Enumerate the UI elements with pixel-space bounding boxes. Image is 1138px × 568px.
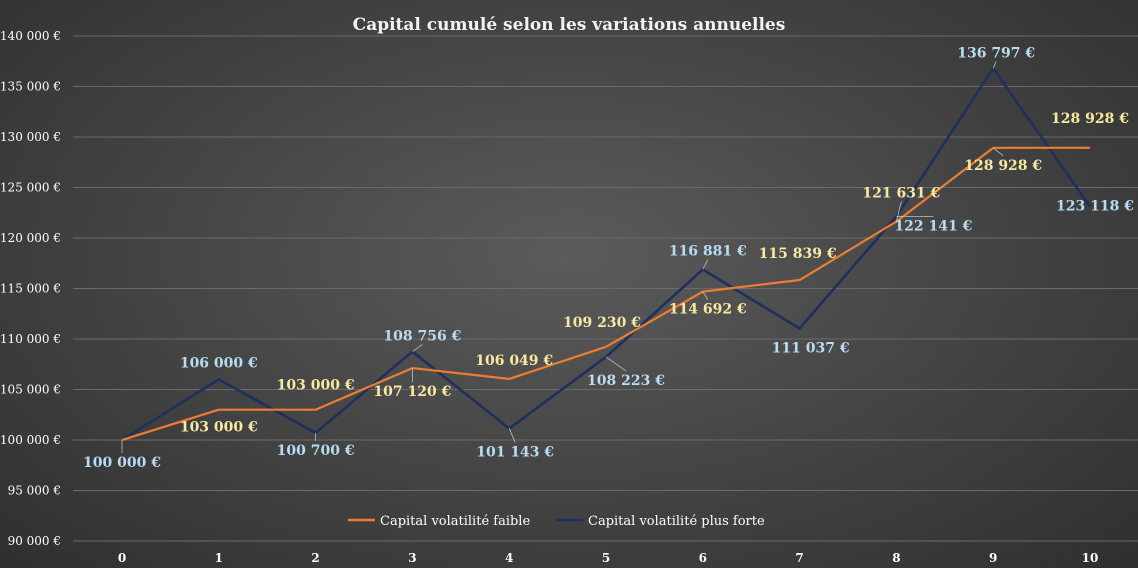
data-label-low-volatility: 128 928 € [1051,111,1129,127]
label-leader-line [992,147,1004,157]
data-label-high-volatility: 101 143 € [476,444,554,460]
legend-label-high: Capital volatilité plus forte [588,514,765,529]
y-tick-label: 115 000 € [0,282,61,296]
data-label-high-volatility: 136 797 € [957,45,1035,61]
data-label-low-volatility: 128 928 € [964,158,1042,174]
data-label-low-volatility: 109 230 € [563,315,641,331]
gridlines [73,35,1138,542]
data-label-high-volatility: 122 141 € [894,218,972,234]
x-tick-label: 6 [699,551,707,565]
data-label-high-volatility: 123 118 € [1056,199,1134,215]
x-tick-label: 3 [408,551,416,565]
y-tick-label: 130 000 € [0,130,61,144]
y-tick-label: 95 000 € [8,484,61,498]
data-label-high-volatility: 106 000 € [180,355,258,371]
label-leader-line [508,428,516,443]
y-tick-label: 110 000 € [0,332,61,346]
x-tick-label: 1 [215,551,223,565]
data-label-low-volatility: 107 120 € [373,384,451,400]
data-label-high-volatility: 100 700 € [277,443,355,459]
x-tick-label: 2 [311,551,319,565]
label-leader-line [605,356,627,372]
x-tick-label: 0 [118,551,126,565]
legend: Capital volatilité faible Capital volati… [348,514,765,529]
data-label-high-volatility: 100 000 € [83,455,161,471]
x-tick-label: 8 [892,551,900,565]
data-label-low-volatility: 115 839 € [759,246,837,262]
data-label-low-volatility: 121 631 € [862,186,940,202]
y-tick-label: 135 000 € [0,80,61,94]
y-tick-label: 90 000 € [8,534,61,548]
y-tick-label: 125 000 € [0,181,61,195]
x-tick-label: 7 [795,551,803,565]
data-label-high-volatility: 116 881 € [669,244,747,260]
legend-label-low: Capital volatilité faible [380,514,530,529]
y-tick-label: 140 000 € [0,29,61,43]
data-labels: 100 000 € 106 000 € 100 700 € 108 756 € 101 … [83,45,1134,471]
data-label-high-volatility: 108 223 € [587,373,665,389]
x-tick-label: 10 [1082,551,1099,565]
x-tick-label: 9 [989,551,997,565]
label-leader-line [992,61,997,69]
x-tick-label: 4 [505,551,513,565]
y-tick-label: 120 000 € [0,231,61,245]
y-axis-ticks: 90 000 € 95 000 € 100 000 € 105 000 € 110 00… [0,29,61,548]
data-label-low-volatility: 106 049 € [475,353,553,369]
x-axis-ticks: 0 1 2 3 4 5 6 7 8 9 10 [118,551,1099,565]
y-tick-label: 105 000 € [0,383,61,397]
label-leader-line [702,259,709,270]
y-tick-label: 100 000 € [0,433,61,447]
data-label-low-volatility: 103 000 € [180,420,258,436]
data-label-low-volatility: 103 000 € [277,378,355,394]
label-leader-line [702,291,709,300]
label-leader-line [412,344,423,352]
data-label-low-volatility: 114 692 € [669,302,747,318]
data-label-high-volatility: 108 756 € [383,329,461,345]
chart-title: Capital cumulé selon les variations annu… [353,15,786,35]
x-tick-label: 5 [602,551,610,565]
data-label-high-volatility: 111 037 € [772,341,850,357]
series-line-low-volatility [121,146,1090,442]
label-leader-line [896,201,902,222]
